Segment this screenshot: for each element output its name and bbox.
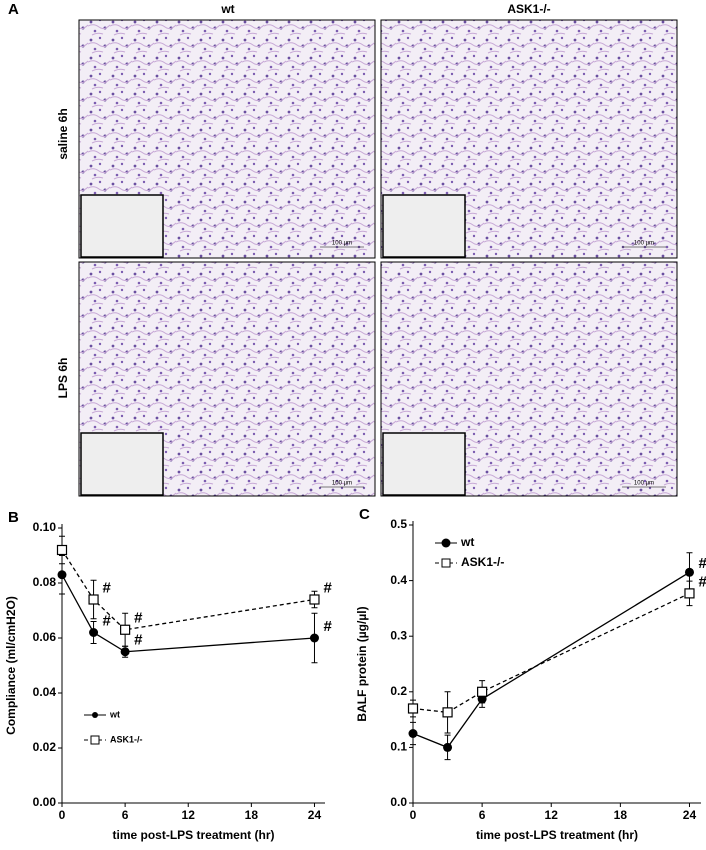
x-tick-label: 6 [122, 808, 129, 822]
data-point [120, 647, 130, 657]
series-line [61, 574, 315, 653]
x-tick-label: 12 [182, 808, 196, 822]
x-tick-label: 18 [245, 808, 259, 822]
panel-a: A wt ASK1-/- saline 6h LPS 6h 100 µm 100… [8, 1, 678, 497]
legend-label: ASK1-/- [461, 555, 504, 569]
data-point [309, 633, 319, 643]
legend-marker [441, 558, 451, 568]
legend-marker [441, 538, 451, 548]
significance-label: # [698, 573, 706, 590]
row-header: LPS 6h [56, 358, 70, 399]
scale-bar-label: 100 µm [332, 241, 352, 247]
x-axis-label: time post-LPS treatment (hr) [112, 828, 274, 842]
significance-label: # [103, 579, 112, 596]
panel-label: C [359, 506, 370, 523]
significance-label: # [698, 555, 706, 572]
series-line [412, 592, 690, 714]
y-tick-label: 0.3 [390, 628, 407, 642]
column-header: ASK1-/- [507, 2, 550, 16]
data-point [120, 624, 131, 635]
x-tick-label: 0 [410, 808, 417, 822]
scale-bar-label: 100 µm [332, 481, 352, 487]
y-tick-label: 0.0 [390, 795, 407, 809]
y-tick-label: 0.1 [390, 740, 407, 754]
y-tick-label: 0.4 [390, 573, 407, 587]
data-point [684, 567, 694, 577]
data-point [408, 729, 418, 738]
legend-marker [92, 712, 98, 718]
y-tick-label: 0.10 [33, 520, 57, 534]
data-point [88, 594, 99, 605]
legend-label: ASK1-/- [110, 734, 143, 744]
data-point [89, 628, 99, 637]
x-tick-label: 12 [545, 808, 559, 822]
data-point [309, 594, 320, 605]
panel-label: A [8, 1, 19, 18]
x-tick-label: 6 [479, 808, 486, 822]
scale-bar-label: 100 µm [634, 481, 654, 487]
y-tick-label: 0.08 [33, 575, 57, 589]
data-point [56, 544, 68, 556]
y-axis-label: BALF protein (µg/µl) [355, 606, 369, 721]
micrograph: 100 µm [380, 261, 678, 497]
panel-label: B [8, 509, 19, 526]
y-tick-label: 0.00 [33, 795, 57, 809]
y-axis-label: Compliance (ml/cmH2O) [4, 596, 18, 735]
series-line [61, 549, 315, 631]
x-tick-label: 0 [59, 808, 66, 822]
significance-label: # [323, 579, 332, 596]
series-line [412, 571, 690, 749]
legend-marker [90, 735, 100, 745]
significance-label: # [323, 618, 332, 635]
data-point [407, 703, 419, 714]
micrograph: 100 µm [380, 19, 678, 259]
legend-label: wt [109, 709, 120, 719]
significance-label: # [103, 612, 112, 629]
x-tick-label: 24 [683, 808, 697, 822]
y-tick-label: 0.06 [33, 630, 57, 644]
y-tick-label: 0.02 [33, 740, 57, 754]
row-header: saline 6h [56, 108, 70, 159]
column-header: wt [220, 2, 234, 16]
data-point [477, 686, 488, 697]
significance-label: # [134, 632, 143, 649]
data-point [443, 742, 453, 752]
data-point [442, 707, 453, 718]
y-tick-label: 0.5 [390, 517, 407, 531]
micrograph: 100 µm [78, 261, 376, 497]
data-point [684, 588, 695, 599]
significance-label: # [134, 610, 143, 627]
y-tick-label: 0.04 [33, 685, 57, 699]
scale-bar-label: 100 µm [634, 241, 654, 247]
x-tick-label: 18 [614, 808, 628, 822]
y-tick-label: 0.2 [390, 684, 407, 698]
x-axis-label: time post-LPS treatment (hr) [476, 828, 638, 842]
x-tick-label: 24 [308, 808, 322, 822]
micrograph: 100 µm [78, 19, 376, 259]
legend-label: wt [460, 535, 474, 549]
data-point [57, 570, 67, 580]
